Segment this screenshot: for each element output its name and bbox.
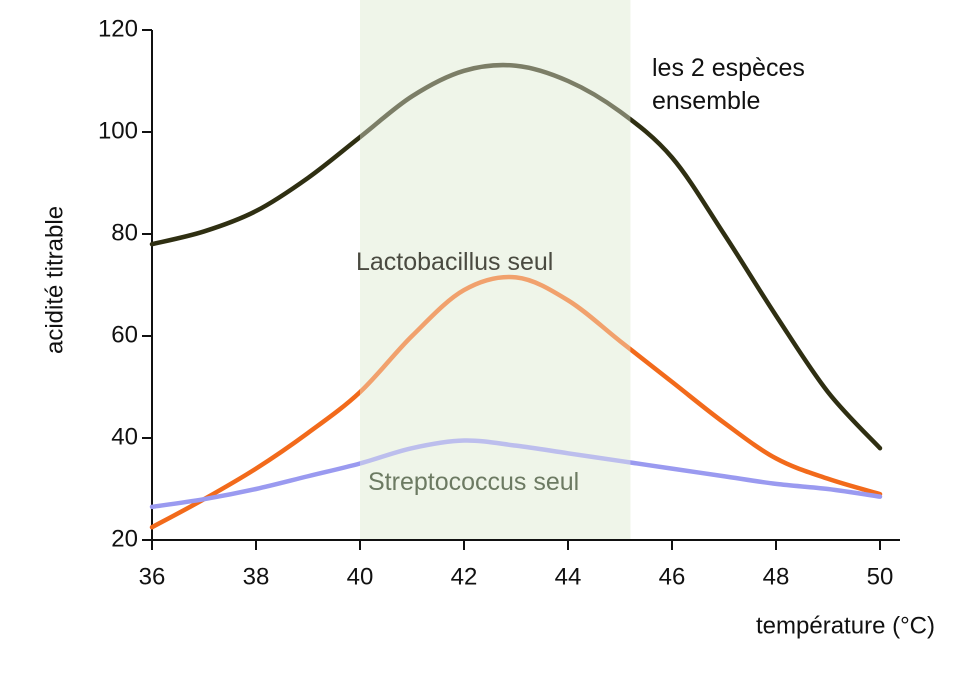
x-tick-label: 44 <box>555 563 582 590</box>
x-tick-label: 48 <box>763 563 790 590</box>
x-tick-label: 38 <box>243 563 270 590</box>
x-tick-label: 40 <box>347 563 374 590</box>
y-tick-label: 20 <box>111 525 138 552</box>
x-tick-label: 36 <box>139 563 166 590</box>
y-tick-label: 80 <box>111 219 138 246</box>
y-tick-label: 40 <box>111 423 138 450</box>
series-label: Streptococcus seul <box>368 468 580 496</box>
line-series <box>149 62 883 451</box>
y-tick-label: 120 <box>98 15 138 42</box>
line-series <box>149 438 883 510</box>
x-tick-label: 46 <box>659 563 686 590</box>
series-label: les 2 espèces ensemble <box>652 54 805 115</box>
highlight-overlay <box>360 0 631 539</box>
x-tick-label: 42 <box>451 563 478 590</box>
y-tick-label: 100 <box>98 117 138 144</box>
series-label: Lactobacillus seul <box>356 248 554 276</box>
x-tick-label: 50 <box>867 563 894 590</box>
y-tick-label: 60 <box>111 321 138 348</box>
y-axis-label: acidité titrable <box>41 206 68 354</box>
line-series <box>149 274 883 530</box>
x-axis-label: température (°C) <box>756 612 935 639</box>
